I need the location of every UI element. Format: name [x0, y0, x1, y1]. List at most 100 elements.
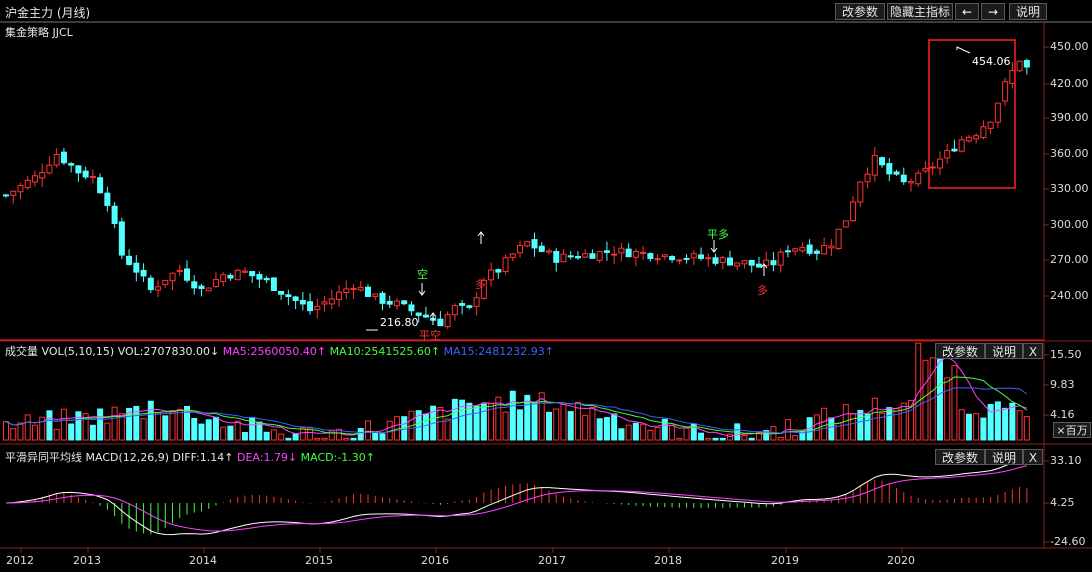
- volume-bar: [415, 410, 422, 441]
- volume-axis-tick-label: 9.83: [1050, 378, 1075, 391]
- right-arrow-icon[interactable]: →: [981, 3, 1005, 20]
- volume-ma5: MA5:2560050.40↑: [222, 345, 327, 358]
- highlight-box: [928, 39, 1016, 189]
- macd-histogram: [12, 479, 1028, 535]
- candle-body: [415, 312, 422, 316]
- volume-bar: [582, 414, 589, 441]
- candle-body: [241, 270, 248, 273]
- volume-bar: [97, 408, 104, 441]
- volume-help-button[interactable]: 说明: [985, 343, 1023, 359]
- candle-body: [89, 175, 96, 178]
- candle-body: [307, 301, 314, 312]
- candle-body: [480, 279, 487, 299]
- price-axis-tick-label: 270.00: [1050, 253, 1089, 266]
- macd-indicator: MACD(12,26,9): [85, 451, 170, 464]
- volume-ma10: MA10:2541525.60↑: [329, 345, 441, 358]
- candle-body: [350, 287, 357, 290]
- help-button[interactable]: 说明: [1009, 3, 1047, 20]
- candle-body: [502, 257, 509, 273]
- candle-body: [437, 318, 444, 327]
- edit-params-button[interactable]: 改参数: [835, 3, 885, 20]
- candle-body: [763, 259, 770, 267]
- volume-bar: [661, 418, 668, 441]
- candle-body: [263, 277, 270, 281]
- volume-bar: [459, 399, 466, 441]
- volume-bar: [372, 431, 379, 441]
- candle-body: [220, 274, 227, 283]
- volume-bar: [278, 433, 285, 441]
- volume-bar: [538, 392, 545, 441]
- candle-body: [191, 281, 198, 289]
- volume-value: VOL:2707830.00↓: [117, 345, 220, 358]
- volume-bar: [842, 404, 849, 441]
- price-axis-tick-label: 390.00: [1050, 111, 1089, 124]
- candle-body: [828, 245, 835, 249]
- volume-bar: [589, 406, 596, 441]
- volume-bar: [640, 423, 647, 441]
- volume-bar: [270, 429, 277, 441]
- volume-bar: [256, 421, 263, 441]
- volume-bar: [422, 413, 429, 441]
- price-axis-tick-label: 420.00: [1050, 77, 1089, 90]
- candle-body: [871, 154, 878, 176]
- volume-bar: [495, 396, 502, 441]
- volume-indicator: VOL(5,10,15): [41, 345, 115, 358]
- candle-body: [1009, 70, 1016, 84]
- volume-bar: [89, 424, 96, 441]
- candle-body: [799, 246, 806, 252]
- volume-bar: [82, 413, 89, 441]
- volume-bar: [473, 405, 480, 441]
- left-arrow-icon[interactable]: ←: [955, 3, 979, 20]
- volume-bar: [314, 437, 321, 441]
- volume-bar: [531, 402, 538, 441]
- volume-ma10-line: [5, 376, 1028, 435]
- volume-bar: [292, 433, 299, 441]
- volume-name: 成交量: [5, 345, 38, 358]
- volume-close-icon[interactable]: X: [1023, 343, 1043, 359]
- candle-body: [922, 167, 929, 172]
- candle-body: [249, 271, 256, 277]
- volume-bar: [676, 437, 683, 441]
- candle-body: [727, 257, 733, 266]
- volume-bar: [162, 415, 169, 441]
- volume-bar: [299, 427, 306, 441]
- candle-body: [886, 163, 893, 175]
- candle-body: [842, 220, 849, 228]
- volume-bar: [1009, 402, 1016, 441]
- low-price-label: 216.80: [380, 316, 419, 329]
- volume-bar: [480, 403, 487, 441]
- macd-help-button[interactable]: 说明: [985, 449, 1023, 465]
- volume-bar: [68, 423, 75, 441]
- candle-body: [857, 181, 864, 203]
- volume-bar: [712, 437, 719, 441]
- macd-edit-params-button[interactable]: 改参数: [935, 449, 985, 465]
- candle-body: [958, 139, 965, 152]
- candle-body: [698, 254, 705, 259]
- volume-bar: [705, 437, 712, 441]
- hide-main-indicator-button[interactable]: 隐藏主指标: [887, 3, 953, 20]
- candle-body: [929, 166, 936, 169]
- volume-bar: [60, 408, 67, 441]
- volume-edit-params-button[interactable]: 改参数: [935, 343, 985, 359]
- volume-bar: [350, 437, 357, 441]
- candle-body: [647, 253, 654, 260]
- macd-close-icon[interactable]: X: [1023, 449, 1043, 465]
- volume-bar: [893, 408, 900, 441]
- volume-bar: [611, 413, 618, 441]
- volume-bar: [437, 406, 444, 441]
- volume-bar: [900, 402, 907, 441]
- volume-bar: [922, 359, 929, 441]
- candle-body: [632, 250, 639, 258]
- volume-bar: [220, 426, 227, 441]
- volume-bar: [321, 437, 328, 441]
- candle-body: [1002, 81, 1009, 102]
- volume-unit-button[interactable]: ×百万: [1053, 422, 1091, 438]
- candle-body: [336, 291, 343, 300]
- volume-bar: [908, 400, 914, 441]
- volume-bar: [379, 433, 386, 441]
- candle-body: [582, 253, 589, 258]
- candle-body: [466, 305, 473, 308]
- candle-body: [755, 263, 762, 268]
- candle-body: [980, 126, 987, 139]
